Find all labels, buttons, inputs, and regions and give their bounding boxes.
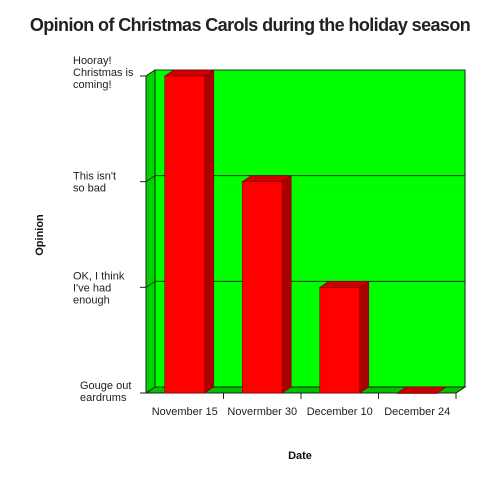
- x-tick-label: Novermber 30: [227, 406, 297, 418]
- bar: [241, 181, 283, 394]
- x-tick-label: December 10: [307, 406, 373, 418]
- y-tick-label: Hooray! Christmas is coming!: [73, 55, 134, 91]
- y-axis-title: Opinion: [34, 214, 46, 256]
- bar-side: [204, 69, 215, 394]
- y-tick-label: Gouge out eardrums: [80, 380, 131, 404]
- bar: [319, 287, 361, 394]
- x-axis-title: Date: [288, 450, 312, 462]
- bar-side: [281, 175, 292, 394]
- bar-side: [437, 386, 447, 394]
- x-tick-label: December 24: [384, 406, 450, 418]
- gridline-depth: [145, 69, 156, 77]
- gridline-depth: [145, 175, 156, 183]
- plot-area: Gouge out eardrums OK, I think I've had enou…: [73, 55, 467, 418]
- bar: [164, 75, 206, 394]
- y-tick-label: This isn't so bad: [73, 171, 116, 195]
- chart-title: Opinion of Christmas Carols during the h…: [30, 15, 470, 35]
- x-tick-label: November 15: [152, 406, 218, 418]
- bar-side: [359, 280, 370, 394]
- gridline-depth: [145, 280, 156, 288]
- plot-left-wall: [145, 69, 156, 394]
- y-tick-label: OK, I think I've had enough: [73, 270, 125, 306]
